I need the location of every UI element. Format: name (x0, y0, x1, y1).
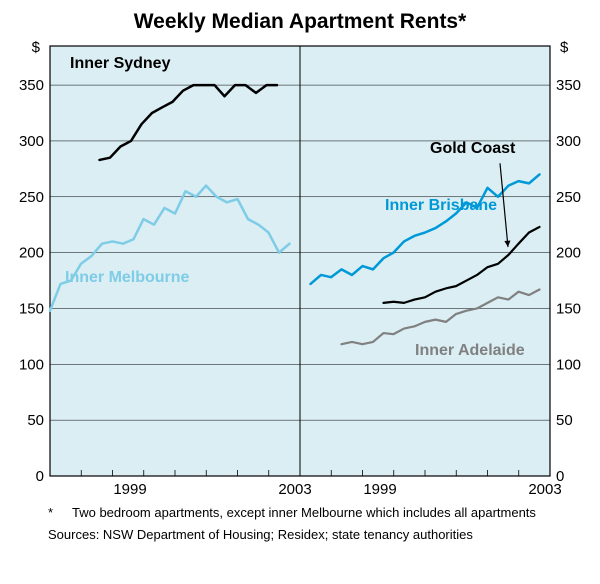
svg-text:300: 300 (19, 133, 44, 150)
series-label: Inner Sydney (70, 55, 170, 73)
svg-text:50: 50 (556, 412, 573, 429)
svg-text:100: 100 (556, 356, 581, 373)
plot-area: 0050501001001501502002002502503003003503… (0, 36, 600, 496)
svg-text:100: 100 (19, 356, 44, 373)
svg-text:0: 0 (36, 468, 44, 485)
svg-text:1999: 1999 (363, 481, 396, 496)
svg-text:250: 250 (556, 189, 581, 206)
svg-text:50: 50 (27, 412, 44, 429)
series-label: Gold Coast (430, 140, 515, 158)
svg-text:200: 200 (556, 245, 581, 262)
svg-text:2003: 2003 (528, 481, 561, 496)
svg-text:300: 300 (556, 133, 581, 150)
chart-title: Weekly Median Apartment Rents* (0, 0, 600, 34)
svg-text:150: 150 (556, 300, 581, 317)
series-label: Inner Brisbane (385, 197, 497, 215)
svg-text:1999: 1999 (113, 481, 146, 496)
svg-text:2003: 2003 (278, 481, 311, 496)
svg-text:$: $ (32, 39, 41, 56)
series-label: Inner Adelaide (415, 342, 525, 360)
svg-text:150: 150 (19, 300, 44, 317)
footnote-star: * (48, 504, 72, 522)
chart-container: Weekly Median Apartment Rents* 005050100… (0, 0, 600, 584)
svg-text:$: $ (560, 39, 569, 56)
series-label: Inner Melbourne (65, 269, 189, 287)
svg-text:200: 200 (19, 245, 44, 262)
footnote-text: Two bedroom apartments, except inner Mel… (72, 504, 552, 522)
svg-text:350: 350 (556, 77, 581, 94)
svg-text:250: 250 (19, 189, 44, 206)
svg-text:350: 350 (19, 77, 44, 94)
footnote-sources: Sources: NSW Department of Housing; Resi… (48, 526, 552, 544)
chart-footnote: * Two bedroom apartments, except inner M… (48, 504, 552, 543)
